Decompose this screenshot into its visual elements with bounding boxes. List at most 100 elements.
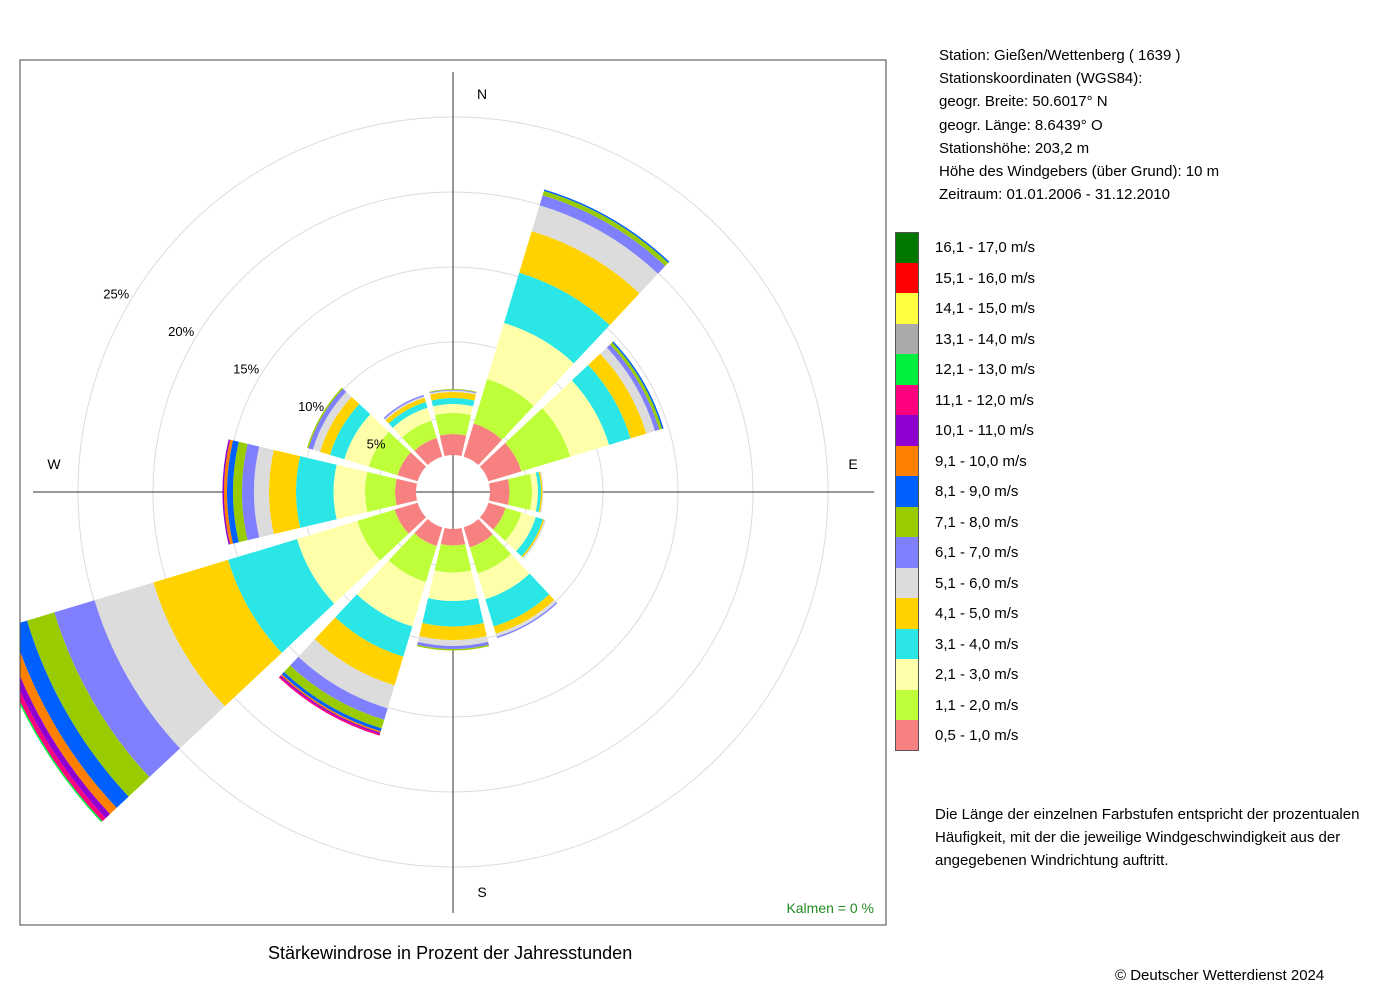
wind-sector-band — [473, 379, 534, 440]
wind-sector-band — [20, 651, 117, 815]
legend-label: 13,1 - 14,0 m/s — [935, 330, 1036, 348]
legend-swatch — [895, 598, 919, 629]
wind-sector-band — [432, 404, 474, 416]
wind-sector-band — [383, 394, 425, 420]
wind-sector-band — [519, 231, 640, 326]
legend-item: 16,1 - 17,0 m/s — [895, 232, 1095, 263]
wind-sector-band — [516, 517, 543, 557]
wind-sector-band — [54, 600, 180, 778]
wind-sector-band — [226, 440, 239, 544]
wind-sector-band — [540, 471, 544, 513]
wind-sector-band — [431, 397, 475, 407]
wind-sector-band — [505, 512, 536, 552]
wind-sector-band — [495, 599, 557, 637]
legend-item: 14,1 - 15,0 m/s — [895, 293, 1095, 324]
wind-sector-band — [224, 439, 233, 545]
wind-sector-band — [329, 404, 371, 460]
legend-item: 8,1 - 9,0 m/s — [895, 476, 1095, 507]
wind-sector-band — [296, 456, 337, 528]
compass-east: E — [848, 456, 857, 472]
wind-sector-band — [296, 520, 381, 604]
legend-label: 5,1 - 6,0 m/s — [935, 574, 1019, 592]
legend-swatch — [895, 689, 919, 720]
wind-sector-band — [531, 205, 659, 294]
legend-swatch — [895, 537, 919, 568]
wind-sector-band — [417, 636, 489, 646]
wind-sector-band — [222, 439, 231, 545]
wind-sector-band — [487, 323, 574, 406]
latitude: geogr. Breite: 50.6017° N — [939, 93, 1108, 111]
legend-swatch — [895, 354, 919, 385]
legend-item: 13,1 - 14,0 m/s — [895, 323, 1095, 354]
legend-item: 10,1 - 11,0 m/s — [895, 415, 1095, 446]
station-elevation: Stationshöhe: 203,2 m — [939, 139, 1090, 157]
legend-label: 2,1 - 3,0 m/s — [935, 666, 1019, 683]
legend-label: 16,1 - 17,0 m/s — [935, 239, 1036, 256]
legend-item: 3,1 - 4,0 m/s — [895, 628, 1095, 659]
wind-sector-band — [493, 594, 555, 634]
wind-sector-band — [312, 391, 352, 452]
wind-sector-band — [610, 342, 663, 430]
legend-label: 15,1 - 16,0 m/s — [935, 269, 1036, 287]
wind-sector-band — [542, 380, 610, 457]
wind-sector-band — [228, 539, 335, 653]
wind-sector-band — [384, 396, 425, 421]
wind-sector-band — [422, 598, 484, 627]
wind-sector-band — [394, 478, 417, 506]
legend-label: 1,1 - 2,0 m/s — [935, 696, 1019, 714]
wind-sector-band — [479, 502, 506, 530]
legend-label: 11,1 - 12,0 m/s — [935, 391, 1034, 409]
wind-sector-band — [26, 612, 150, 797]
legend-label: 4,1 - 5,0 m/s — [935, 605, 1019, 622]
wind-sector-band — [417, 641, 489, 649]
wind-sector-band — [397, 452, 427, 482]
wind-sector-band — [385, 397, 426, 424]
longitude: geogr. Länge: 8.6439° O — [939, 116, 1103, 134]
wind-sector-band — [241, 443, 260, 541]
wind-sector-band — [606, 344, 660, 432]
sensor-height: Höhe des Windgebers (über Grund): 10 m — [939, 163, 1220, 181]
legend-swatch — [895, 567, 919, 598]
radial-tick-label: 20% — [168, 324, 194, 339]
wind-sector-band — [281, 672, 382, 732]
legend-item: 11,1 - 12,0 m/s — [895, 384, 1095, 415]
wind-sector-band — [344, 414, 389, 467]
legend-swatch — [895, 384, 919, 415]
legend-swatch — [895, 476, 919, 507]
radial-tick-label: 5% — [367, 437, 386, 452]
wind-sector-band — [392, 407, 432, 438]
wind-sector-band — [428, 570, 478, 601]
wind-sector-band — [290, 656, 388, 720]
wind-sector-band — [254, 446, 274, 538]
legend-swatch — [895, 445, 919, 476]
legend-item: 15,1 - 16,0 m/s — [895, 262, 1095, 293]
legend-note: Die Länge der einzelnen Farbstufen entsp… — [935, 806, 1360, 869]
wind-sector-band — [368, 431, 411, 476]
wind-sector-band — [388, 402, 428, 428]
wind-sector-band — [571, 365, 631, 445]
wind-sector-band — [416, 644, 490, 651]
legend-swatch — [895, 262, 919, 293]
wind-sector-band — [485, 573, 550, 627]
legend-swatch — [895, 659, 919, 690]
wind-sector-band — [434, 544, 472, 573]
legend-item: 7,1 - 8,0 m/s — [895, 506, 1095, 537]
wind-sector-band — [394, 502, 427, 534]
wind-sector-band — [493, 507, 522, 541]
wind-sector-band — [283, 665, 385, 729]
legend-swatch — [895, 293, 919, 324]
wind-sector-band — [430, 391, 476, 401]
legend-label: 14,1 - 15,0 m/s — [935, 300, 1036, 317]
compass-west: W — [47, 456, 61, 472]
station-info: Station: Gießen/Wettenberg ( 1639 ) Stat… — [939, 44, 1219, 206]
wind-sector-band — [232, 441, 248, 543]
wind-sector-band — [333, 464, 368, 520]
legend-swatch — [895, 232, 919, 263]
legend-swatch — [895, 506, 919, 537]
wind-sector-band — [521, 519, 545, 558]
legend-label: 0,5 - 1,0 m/s — [935, 727, 1019, 744]
compass-north: N — [477, 86, 487, 102]
wind-sector-band — [357, 509, 409, 561]
wind-sector-band — [298, 639, 395, 709]
